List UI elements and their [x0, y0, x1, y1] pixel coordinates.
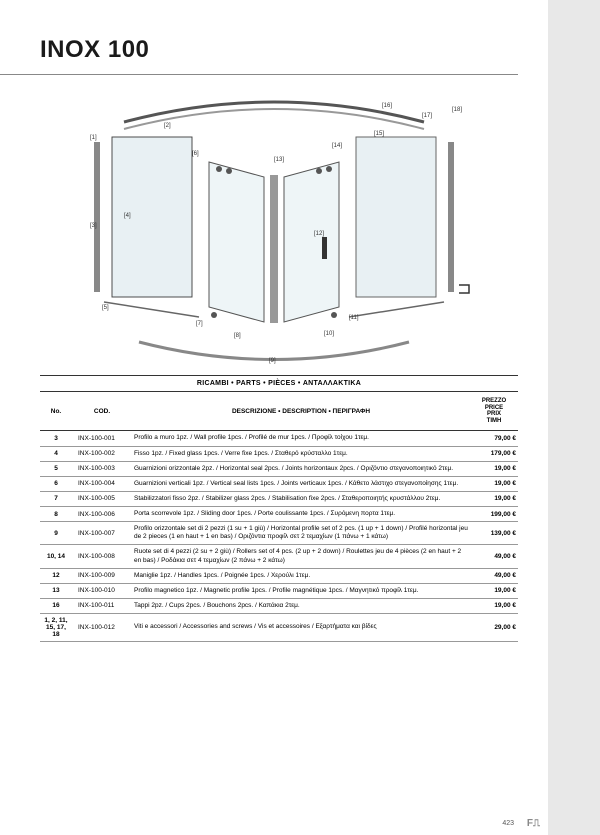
cell-no: 12	[40, 568, 72, 583]
cell-cod: INX-100-006	[72, 507, 132, 522]
table-row: 1, 2, 11, 15, 17, 18INX-100-012Viti e ac…	[40, 614, 518, 642]
svg-text:[4]: [4]	[124, 213, 131, 219]
cell-desc: Stabilizzatori fisso 2pz. / Stabilizer g…	[132, 491, 470, 506]
table-row: 6INX-100-004Guarnizioni verticali 1pz. /…	[40, 476, 518, 491]
table-row: 13INX-100-010Profilo magnetico 1pz. / Ma…	[40, 583, 518, 598]
svg-text:[17]: [17]	[422, 113, 432, 119]
table-row: 10, 14INX-100-008Ruote set di 4 pezzi (2…	[40, 545, 518, 568]
cell-no: 16	[40, 598, 72, 613]
cell-cod: INX-100-007	[72, 522, 132, 545]
cell-desc: Profilo a muro 1pz. / Wall profile 1pcs.…	[132, 431, 470, 446]
cell-price: 49,00 €	[470, 545, 518, 568]
page: INOX 100	[0, 0, 548, 835]
page-number: 423	[502, 820, 514, 827]
svg-text:[16]: [16]	[382, 103, 392, 109]
svg-text:[15]: [15]	[374, 131, 384, 137]
cell-no: 6	[40, 476, 72, 491]
cell-desc: Guarnizioni verticali 1pz. / Vertical se…	[132, 476, 470, 491]
cell-price: 19,00 €	[470, 491, 518, 506]
col-price: PREZZOPRICEPRIXTIMH	[470, 392, 518, 431]
exploded-diagram: [1] [2] [3] [4] [5] [6] [7] [8] [9] [10]…	[64, 87, 484, 367]
cell-price: 139,00 €	[470, 522, 518, 545]
cell-price: 19,00 €	[470, 598, 518, 613]
cell-desc: Profilo orizzontale set di 2 pezzi (1 su…	[132, 522, 470, 545]
cell-cod: INX-100-012	[72, 614, 132, 642]
svg-text:[5]: [5]	[102, 305, 109, 311]
svg-text:[9]: [9]	[269, 358, 276, 364]
cell-desc: Ruote set di 4 pezzi (2 su + 2 giù) / Ro…	[132, 545, 470, 568]
cell-desc: Tappi 2pz. / Cups 2pcs. / Bouchons 2pcs.…	[132, 598, 470, 613]
table-row: 4INX-100-002Fisso 1pz. / Fixed glass 1pc…	[40, 446, 518, 461]
brand-logo: F⎍	[527, 818, 540, 829]
table-row: 5INX-100-003Guarnizioni orizzontale 2pz.…	[40, 461, 518, 476]
page-title: INOX 100	[0, 0, 518, 75]
table-row: 16INX-100-011Tappi 2pz. / Cups 2pcs. / B…	[40, 598, 518, 613]
svg-text:[3]: [3]	[90, 223, 97, 229]
cell-price: 179,00 €	[470, 446, 518, 461]
svg-text:[1]: [1]	[90, 135, 97, 141]
table-header-label: RICAMBI • PARTS • PIÈCES • ΑΝΤΑΛΛΑΚΤΙΚΑ	[40, 375, 518, 392]
col-desc: DESCRIZIONE • DESCRIPTION • ΠΕΡΙΓΡΑΦΗ	[132, 392, 470, 431]
table-row: 8INX-100-006Porta scorrevole 1pz. / Slid…	[40, 507, 518, 522]
cell-desc: Fisso 1pz. / Fixed glass 1pcs. / Verre f…	[132, 446, 470, 461]
price-lines: PREZZOPRICEPRIXTIMH	[482, 398, 506, 424]
cell-no: 8	[40, 507, 72, 522]
svg-text:[18]: [18]	[452, 107, 462, 113]
svg-text:[11]: [11]	[349, 315, 359, 321]
svg-text:[7]: [7]	[196, 321, 203, 327]
cell-price: 19,00 €	[470, 476, 518, 491]
cell-cod: INX-100-003	[72, 461, 132, 476]
cell-no: 10, 14	[40, 545, 72, 568]
svg-text:[14]: [14]	[332, 143, 342, 149]
col-cod: COD.	[72, 392, 132, 431]
cell-no: 4	[40, 446, 72, 461]
cell-price: 79,00 €	[470, 431, 518, 446]
cell-price: 19,00 €	[470, 583, 518, 598]
cell-no: 3	[40, 431, 72, 446]
cell-price: 29,00 €	[470, 614, 518, 642]
cell-price: 49,00 €	[470, 568, 518, 583]
cell-no: 5	[40, 461, 72, 476]
svg-text:[2]: [2]	[164, 123, 171, 129]
svg-text:[6]: [6]	[192, 151, 199, 157]
svg-text:[13]: [13]	[274, 157, 284, 163]
svg-text:[10]: [10]	[324, 331, 334, 337]
cell-cod: INX-100-002	[72, 446, 132, 461]
cell-cod: INX-100-008	[72, 545, 132, 568]
cell-desc: Maniglie 1pz. / Handles 1pcs. / Poignée …	[132, 568, 470, 583]
parts-table-wrap: RICAMBI • PARTS • PIÈCES • ΑΝΤΑΛΛΑΚΤΙΚΑ …	[40, 375, 518, 642]
cell-no: 13	[40, 583, 72, 598]
cell-desc: Guarnizioni orizzontale 2pz. / Horizonta…	[132, 461, 470, 476]
parts-table: No. COD. DESCRIZIONE • DESCRIPTION • ΠΕΡ…	[40, 392, 518, 642]
table-row: 3INX-100-001Profilo a muro 1pz. / Wall p…	[40, 431, 518, 446]
cell-cod: INX-100-011	[72, 598, 132, 613]
col-no: No.	[40, 392, 72, 431]
table-header-row: No. COD. DESCRIZIONE • DESCRIPTION • ΠΕΡ…	[40, 392, 518, 431]
cell-cod: INX-100-001	[72, 431, 132, 446]
table-row: 12INX-100-009Maniglie 1pz. / Handles 1pc…	[40, 568, 518, 583]
cell-no: 9	[40, 522, 72, 545]
table-row: 7INX-100-005Stabilizzatori fisso 2pz. / …	[40, 491, 518, 506]
cell-cod: INX-100-010	[72, 583, 132, 598]
cell-no: 7	[40, 491, 72, 506]
table-row: 9INX-100-007Profilo orizzontale set di 2…	[40, 522, 518, 545]
svg-text:[12]: [12]	[314, 231, 324, 237]
cell-desc: Porta scorrevole 1pz. / Sliding door 1pc…	[132, 507, 470, 522]
cell-cod: INX-100-005	[72, 491, 132, 506]
svg-text:[8]: [8]	[234, 333, 241, 339]
cell-cod: INX-100-004	[72, 476, 132, 491]
cell-desc: Viti e accessori / Accessories and screw…	[132, 614, 470, 642]
cell-cod: INX-100-009	[72, 568, 132, 583]
cell-no: 1, 2, 11, 15, 17, 18	[40, 614, 72, 642]
cell-price: 19,00 €	[470, 461, 518, 476]
cell-price: 199,00 €	[470, 507, 518, 522]
cell-desc: Profilo magnetico 1pz. / Magnetic profil…	[132, 583, 470, 598]
